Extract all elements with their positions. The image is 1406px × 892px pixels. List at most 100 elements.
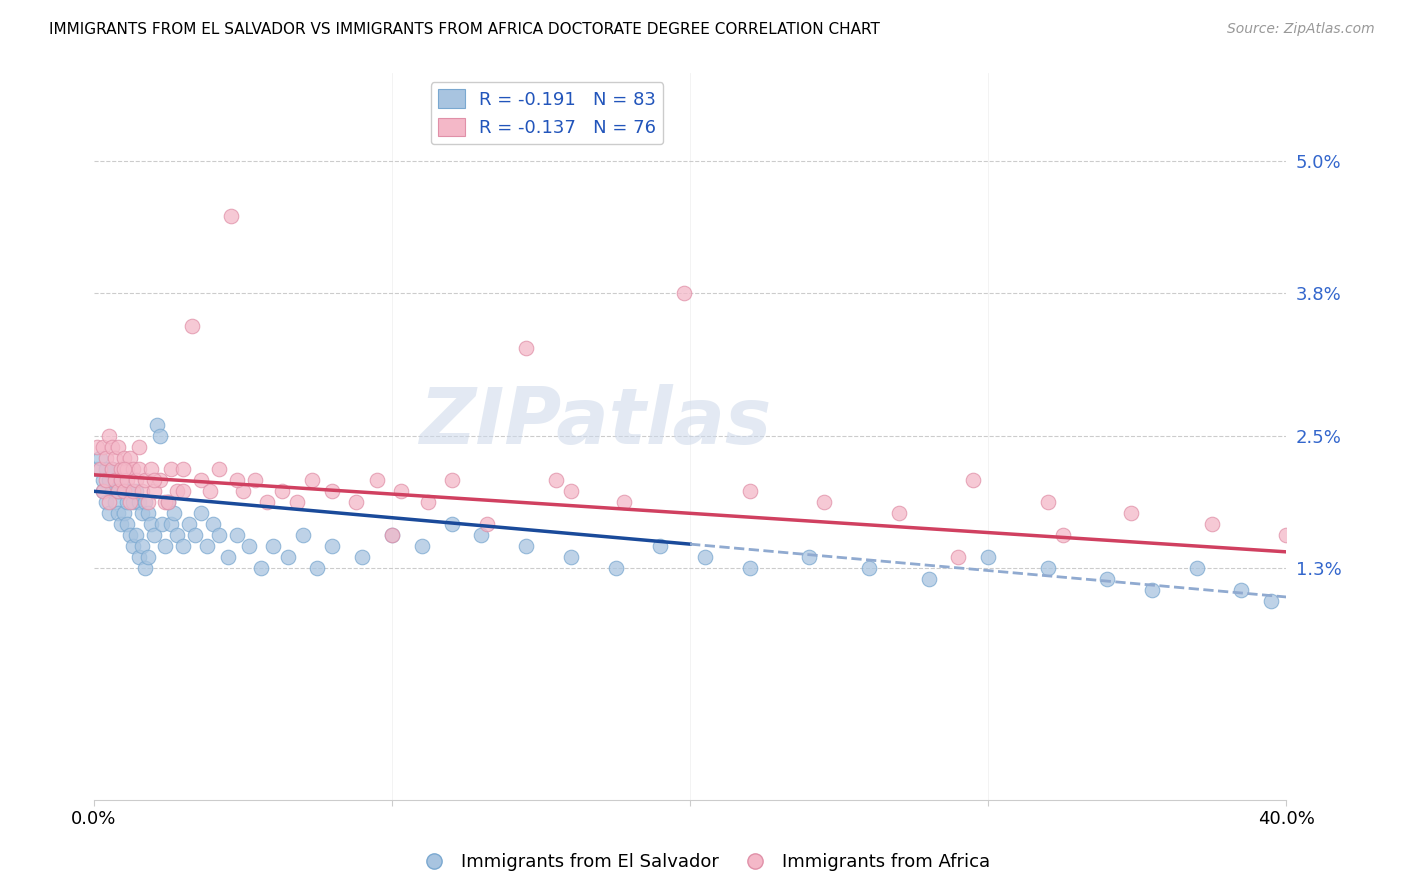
Point: [208, 528, 231, 542]
Point: [128, 462, 150, 476]
Point: [190, 473, 212, 487]
Point: [101, 440, 124, 454]
Point: [94, 462, 117, 476]
Point: [605, 561, 627, 575]
Point: [277, 550, 299, 565]
Point: [673, 286, 696, 301]
Point: [560, 550, 582, 565]
Point: [91, 473, 114, 487]
Point: [139, 517, 162, 532]
Point: [152, 517, 174, 532]
Point: [134, 495, 156, 509]
Point: [139, 462, 162, 476]
Point: [270, 484, 292, 499]
Point: [179, 517, 201, 532]
Text: ZIPatlas: ZIPatlas: [419, 384, 770, 459]
Point: [142, 473, 165, 487]
Point: [112, 484, 135, 499]
Point: [190, 506, 212, 520]
Point: [962, 473, 984, 487]
Point: [544, 473, 567, 487]
Point: [104, 473, 127, 487]
Point: [107, 506, 129, 520]
Point: [112, 506, 135, 520]
Point: [243, 473, 266, 487]
Point: [1260, 594, 1282, 608]
Point: [184, 528, 207, 542]
Point: [238, 539, 260, 553]
Point: [121, 462, 143, 476]
Point: [121, 484, 143, 499]
Point: [86, 440, 108, 454]
Point: [115, 517, 138, 532]
Point: [110, 473, 132, 487]
Point: [136, 506, 159, 520]
Point: [285, 495, 308, 509]
Point: [1230, 583, 1253, 598]
Point: [101, 462, 124, 476]
Point: [301, 473, 323, 487]
Point: [477, 517, 499, 532]
Point: [1036, 495, 1059, 509]
Point: [94, 495, 117, 509]
Point: [101, 484, 124, 499]
Text: Source: ZipAtlas.com: Source: ZipAtlas.com: [1227, 22, 1375, 37]
Point: [91, 484, 114, 499]
Point: [693, 550, 716, 565]
Point: [91, 484, 114, 499]
Point: [118, 495, 141, 509]
Point: [172, 539, 194, 553]
Point: [118, 451, 141, 466]
Point: [195, 539, 218, 553]
Point: [166, 484, 188, 499]
Point: [321, 484, 343, 499]
Point: [1140, 583, 1163, 598]
Point: [157, 495, 180, 509]
Point: [232, 484, 254, 499]
Point: [97, 429, 120, 443]
Point: [142, 484, 165, 499]
Point: [515, 539, 537, 553]
Point: [470, 528, 492, 542]
Point: [738, 484, 761, 499]
Point: [131, 539, 153, 553]
Point: [381, 528, 404, 542]
Point: [198, 484, 221, 499]
Legend: R = -0.191   N = 83, R = -0.137   N = 76: R = -0.191 N = 83, R = -0.137 N = 76: [430, 82, 664, 145]
Point: [416, 495, 439, 509]
Point: [799, 550, 821, 565]
Point: [155, 495, 177, 509]
Point: [136, 550, 159, 565]
Point: [160, 462, 183, 476]
Point: [344, 495, 367, 509]
Point: [94, 473, 117, 487]
Point: [101, 462, 124, 476]
Text: IMMIGRANTS FROM EL SALVADOR VS IMMIGRANTS FROM AFRICA DOCTORATE DEGREE CORRELATI: IMMIGRANTS FROM EL SALVADOR VS IMMIGRANT…: [49, 22, 880, 37]
Point: [97, 495, 120, 509]
Point: [157, 495, 180, 509]
Point: [115, 495, 138, 509]
Point: [256, 495, 278, 509]
Point: [134, 473, 156, 487]
Point: [110, 462, 132, 476]
Point: [381, 528, 404, 542]
Point: [128, 440, 150, 454]
Point: [124, 484, 146, 499]
Point: [738, 561, 761, 575]
Point: [160, 517, 183, 532]
Point: [1275, 528, 1298, 542]
Point: [91, 440, 114, 454]
Point: [104, 473, 127, 487]
Point: [1121, 506, 1143, 520]
Point: [613, 495, 636, 509]
Point: [131, 484, 153, 499]
Point: [515, 341, 537, 355]
Point: [166, 528, 188, 542]
Point: [650, 539, 672, 553]
Point: [560, 484, 582, 499]
Point: [107, 484, 129, 499]
Point: [94, 451, 117, 466]
Point: [977, 550, 1000, 565]
Point: [1201, 517, 1223, 532]
Point: [307, 561, 329, 575]
